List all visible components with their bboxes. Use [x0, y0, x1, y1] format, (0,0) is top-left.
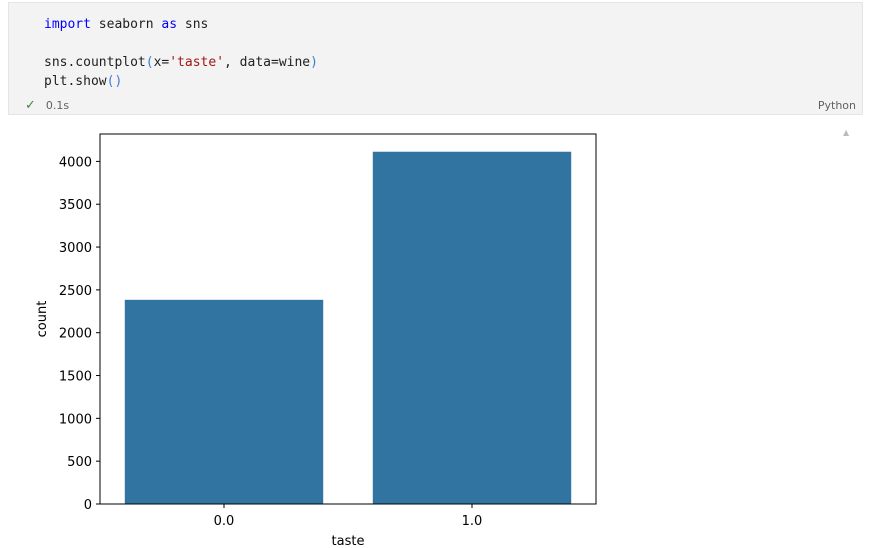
code-line: sns.countplot(x='taste', data=wine) [44, 53, 318, 72]
code-token: sns [177, 17, 209, 32]
y-tick-label: 1000 [59, 412, 92, 427]
code-token: ) [310, 55, 318, 70]
code-token: x= [153, 55, 170, 70]
y-tick-label: 4000 [59, 155, 92, 170]
x-tick-label: 0.0 [214, 514, 235, 529]
axes-frame [99, 133, 597, 505]
scroll-up-icon[interactable]: ▲ [843, 128, 850, 137]
y-tick-label: 0 [84, 498, 92, 513]
code-token: as [161, 17, 178, 32]
y-tick-label: 2500 [59, 284, 92, 299]
x-axis-label: taste [332, 534, 365, 548]
code-token: , data=wine [224, 55, 311, 70]
bar-1.0 [372, 151, 572, 504]
code-token: import [44, 17, 91, 32]
check-icon: ✓ [25, 98, 36, 113]
code-token: sns.countplot [44, 55, 146, 70]
code-token: ( [145, 55, 154, 70]
y-tick-label: 3000 [59, 241, 92, 256]
code-token: () [106, 74, 123, 89]
x-tick-label: 1.0 [462, 514, 483, 529]
code-line: import seaborn as sns [44, 15, 318, 34]
code-cell[interactable]: import seaborn as sns sns.countplot(x='t… [8, 2, 863, 115]
y-tick-label: 2000 [59, 327, 92, 342]
y-tick-label: 3500 [59, 198, 92, 213]
execution-status: ✓ 0.1s [25, 98, 69, 113]
code-token: seaborn [90, 17, 162, 32]
code-line: plt.show() [44, 72, 318, 91]
y-tick-label: 500 [67, 455, 92, 470]
code-editor[interactable]: import seaborn as sns sns.countplot(x='t… [44, 15, 318, 91]
bar-0.0 [124, 299, 324, 504]
execution-time: 0.1s [45, 99, 70, 112]
y-axis-label: count [35, 301, 50, 338]
y-tick-label: 1500 [59, 370, 92, 385]
code-token: 'taste' [169, 55, 225, 70]
language-indicator[interactable]: Python [817, 99, 856, 112]
code-token: plt.show [44, 74, 107, 89]
